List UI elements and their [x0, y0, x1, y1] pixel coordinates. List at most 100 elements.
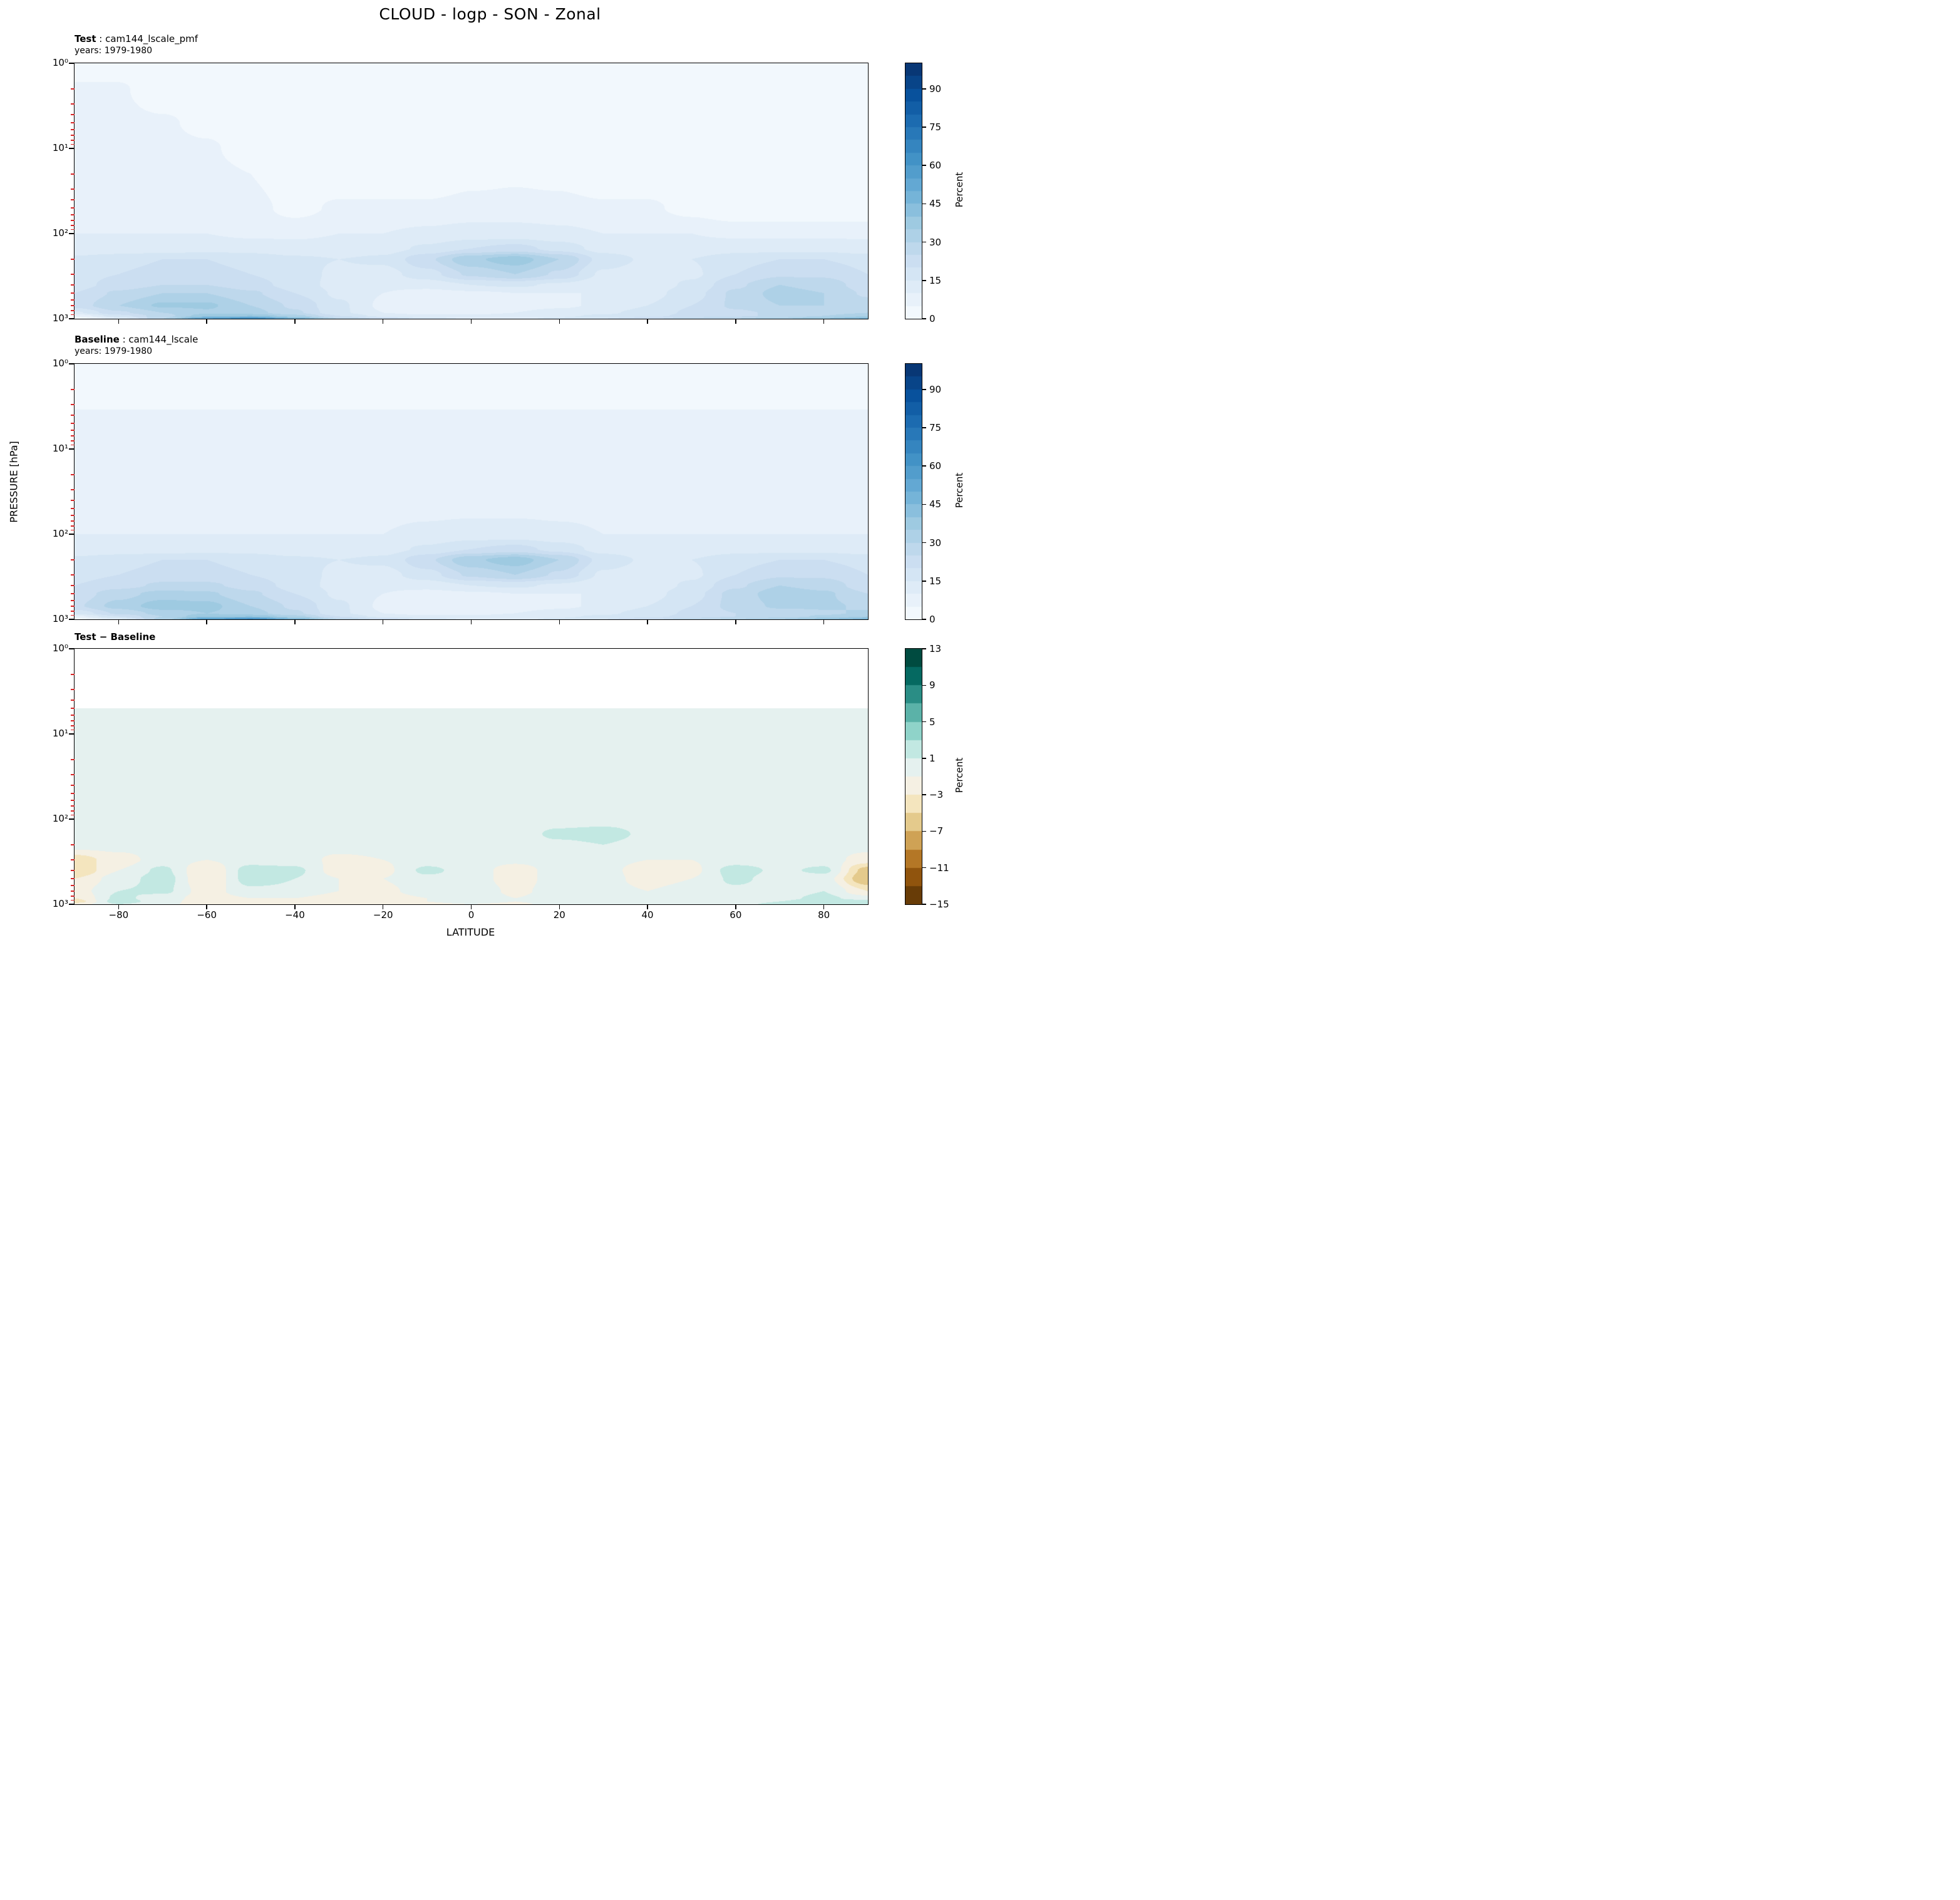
colorbar-tick-label: 90 [929, 83, 942, 95]
y-tick-label: 10² [52, 528, 68, 539]
colorbar-tick [922, 794, 926, 795]
y-major-tick [69, 648, 75, 649]
contour-plot-diff: 10⁰ 10¹ 10² 10³ −80 −60 −40 −20 0 20 40 60 80 [53, 644, 869, 920]
colorbar-tick-label: −11 [929, 862, 949, 874]
contour-canvas-test [75, 63, 868, 319]
x-tick-label: 60 [730, 909, 742, 921]
y-minor-tick [71, 559, 75, 560]
y-major-tick [69, 619, 75, 620]
colorbar-tick-label: 60 [929, 460, 942, 472]
panel-test-label: Test : cam144_lscale_pmf [75, 33, 198, 44]
x-tick [647, 904, 648, 909]
x-tick [823, 904, 825, 909]
y-major-tick [69, 448, 75, 450]
y-minor-tick [71, 520, 75, 522]
colorbar-canvas-diff [905, 649, 922, 904]
y-major-tick [69, 733, 75, 735]
y-minor-tick [71, 859, 75, 860]
x-tick [118, 904, 120, 909]
x-tick [206, 904, 207, 909]
y-minor-tick [71, 435, 75, 436]
colorbar-tick [922, 389, 926, 390]
x-tick [470, 319, 472, 324]
x-tick-label: 0 [468, 909, 475, 921]
y-tick-label: 10¹ [52, 443, 68, 454]
colorbar-canvas-baseline [905, 364, 922, 619]
y-minor-tick [71, 88, 75, 90]
x-tick [470, 619, 472, 624]
x-tick [206, 619, 207, 624]
y-minor-tick [71, 122, 75, 123]
x-tick [559, 619, 560, 624]
y-tick-label: 10⁰ [52, 57, 68, 68]
x-tick [294, 319, 296, 324]
colorbar-tick [922, 904, 926, 905]
panel-test-subtitle: years: 1979-1980 [75, 46, 153, 56]
y-minor-tick [71, 508, 75, 509]
x-tick [735, 319, 736, 324]
x-tick [559, 319, 560, 324]
y-tick-label: 10² [52, 813, 68, 824]
colorbar-tick [922, 542, 926, 544]
y-tick-label: 10³ [52, 613, 68, 624]
y-minor-tick [71, 525, 75, 527]
y-major-tick [69, 904, 75, 905]
colorbar-tick [922, 619, 926, 620]
colorbar-baseline-title: Percent [954, 472, 965, 509]
x-tick [294, 619, 296, 624]
contour-canvas-diff [75, 649, 868, 904]
panel-diff-label: Test − Baseline [75, 631, 155, 643]
x-tick [470, 904, 472, 909]
y-minor-tick [71, 144, 75, 145]
x-tick [823, 319, 825, 324]
colorbar-tick-label: 45 [929, 498, 942, 510]
y-tick-label: 10¹ [52, 142, 68, 153]
colorbar-tick [922, 241, 926, 243]
colorbar-tick-label: 60 [929, 160, 942, 172]
y-minor-tick [71, 314, 75, 316]
colorbar-tick [922, 581, 926, 582]
panel-test-label-bold: Test [75, 33, 96, 44]
y-major-tick [69, 363, 75, 364]
colorbar-diff: 13 9 5 1 −3 −7 −11 −15 [905, 644, 949, 909]
colorbar-tick-label: 0 [929, 313, 936, 324]
x-tick [382, 319, 384, 324]
y-tick-label: 10⁰ [52, 643, 68, 654]
y-minor-tick [71, 199, 75, 200]
x-tick [294, 904, 296, 909]
colorbar-canvas-test [905, 63, 922, 319]
y-minor-tick [71, 615, 75, 616]
y-major-tick [69, 318, 75, 319]
y-minor-tick [71, 310, 75, 311]
x-tick [647, 619, 648, 624]
panel-baseline-label-bold: Baseline [75, 334, 120, 345]
colorbar-tick [922, 648, 926, 649]
y-minor-tick [71, 878, 75, 879]
y-major-tick [69, 233, 75, 234]
figure: CLOUD - logp - SON - Zonal PRESSURE [hPa… [0, 0, 980, 950]
y-minor-tick [71, 229, 75, 230]
y-minor-tick [71, 299, 75, 301]
y-minor-tick [71, 720, 75, 721]
y-minor-tick [71, 574, 75, 576]
y-minor-tick [71, 305, 75, 306]
x-tick [382, 904, 384, 909]
colorbar-tick [922, 203, 926, 205]
x-tick [118, 619, 120, 624]
y-minor-tick [71, 173, 75, 175]
contour-canvas-baseline [75, 364, 868, 619]
x-tick-label: −40 [285, 909, 305, 921]
colorbar-baseline: 90 75 60 45 30 15 0 [905, 363, 941, 624]
colorbar-tick-label: 45 [929, 198, 942, 210]
y-minor-tick [71, 214, 75, 215]
colorbar-tick-label: −3 [929, 789, 944, 801]
colorbar-tick [922, 721, 926, 723]
x-tick [206, 319, 207, 324]
colorbar-tick [922, 165, 926, 166]
x-tick [735, 619, 736, 624]
contour-plot-test: 10⁰ 10¹ 10² 10³ [53, 58, 869, 324]
x-axis-label: LATITUDE [446, 926, 495, 938]
colorbar-tick [922, 88, 926, 90]
colorbar-test: 90 75 60 45 30 15 0 [905, 63, 941, 324]
y-tick-label: 10³ [52, 312, 68, 324]
